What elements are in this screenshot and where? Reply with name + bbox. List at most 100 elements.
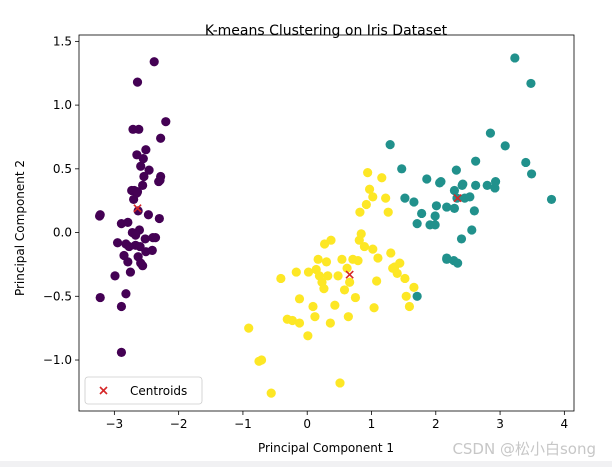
x-axis-ticks: −3 −2 −1 0 1 2 3 4	[106, 411, 569, 431]
data-point	[95, 292, 105, 303]
data-point	[373, 253, 383, 263]
data-point	[325, 318, 335, 328]
data-point	[132, 77, 143, 87]
data-point	[310, 312, 320, 322]
data-point	[422, 174, 432, 184]
data-point	[139, 171, 149, 182]
data-point	[136, 161, 146, 171]
centroid-marker	[453, 193, 462, 203]
data-point	[138, 180, 148, 190]
data-point	[135, 241, 145, 252]
data-point	[381, 193, 391, 203]
data-point	[133, 206, 143, 216]
y-axis-ticks: −1.0 −0.5 0.0 0.5 1.0 1.5	[43, 34, 79, 367]
data-point	[291, 267, 301, 277]
legend: Centroids	[84, 376, 203, 405]
data-point	[526, 78, 536, 89]
data-point	[442, 254, 452, 264]
centroid-marker	[133, 204, 142, 213]
data-point	[397, 164, 407, 174]
data-point	[323, 271, 333, 281]
data-point	[110, 271, 120, 281]
data-point	[417, 208, 427, 219]
data-point	[326, 235, 336, 245]
data-point	[350, 292, 361, 303]
data-point	[368, 192, 378, 202]
data-point	[430, 220, 440, 230]
data-point	[303, 331, 313, 341]
data-point	[287, 315, 298, 326]
centroid-marker	[345, 270, 354, 279]
x-tick-label: 1	[368, 417, 376, 431]
data-point	[395, 258, 405, 268]
data-point	[412, 219, 422, 229]
data-point	[308, 301, 318, 312]
data-point	[330, 300, 340, 310]
data-point	[412, 291, 422, 301]
y-tick-label: 1.0	[53, 98, 72, 112]
data-point	[465, 192, 475, 202]
y-tick-label: 0.0	[53, 226, 72, 240]
data-point	[345, 277, 355, 287]
data-point	[521, 157, 531, 168]
data-point	[409, 282, 419, 292]
data-point	[143, 210, 154, 220]
data-point	[457, 180, 467, 190]
x-axis-label: Principal Component 1	[258, 441, 394, 455]
data-point	[431, 201, 442, 211]
data-point	[342, 263, 352, 273]
data-point	[386, 248, 396, 258]
data-point	[449, 203, 460, 213]
data-point	[294, 318, 305, 328]
data-point	[303, 267, 314, 277]
x-tick-label: −1	[234, 417, 252, 431]
data-point	[404, 301, 415, 312]
watermark: CSDN @松小白song	[452, 440, 596, 458]
data-point	[353, 256, 363, 266]
x-tick-label: 0	[303, 417, 311, 431]
data-point	[453, 258, 463, 268]
data-point	[526, 169, 537, 179]
y-tick-label: −0.5	[43, 289, 72, 303]
x-tick-label: 4	[561, 417, 569, 431]
chart-title: K-means Clustering on Iris Dataset	[205, 23, 448, 39]
data-point	[276, 273, 286, 284]
data-point	[154, 213, 164, 224]
y-axis-label: Principal Component 2	[13, 160, 27, 296]
data-point	[364, 184, 375, 194]
data-point	[144, 165, 154, 175]
data-point	[116, 347, 127, 357]
data-point	[356, 229, 366, 239]
data-point	[500, 141, 510, 151]
data-point	[155, 175, 165, 185]
data-point	[469, 206, 479, 216]
data-point	[132, 187, 143, 197]
data-point	[490, 176, 501, 187]
data-point	[130, 230, 141, 240]
data-point	[343, 312, 353, 322]
data-point	[359, 241, 370, 252]
data-point	[94, 211, 105, 221]
data-point	[400, 193, 410, 203]
data-point	[485, 128, 496, 138]
data-point	[355, 207, 365, 217]
data-point	[392, 268, 402, 278]
data-point	[116, 301, 127, 312]
data-point	[333, 271, 343, 281]
data-point	[335, 378, 345, 388]
data-point	[256, 355, 267, 365]
centroid-markers	[133, 193, 462, 279]
x-tick-label: 3	[496, 417, 504, 431]
data-point	[161, 117, 171, 127]
data-point	[409, 197, 419, 207]
data-point	[121, 289, 131, 299]
data-point	[467, 225, 477, 235]
data-point	[363, 168, 373, 178]
y-tick-label: 1.5	[53, 34, 72, 48]
data-point	[123, 217, 133, 227]
data-point	[401, 291, 411, 301]
data-point	[244, 323, 254, 333]
data-point	[125, 267, 136, 277]
data-point	[266, 388, 276, 398]
